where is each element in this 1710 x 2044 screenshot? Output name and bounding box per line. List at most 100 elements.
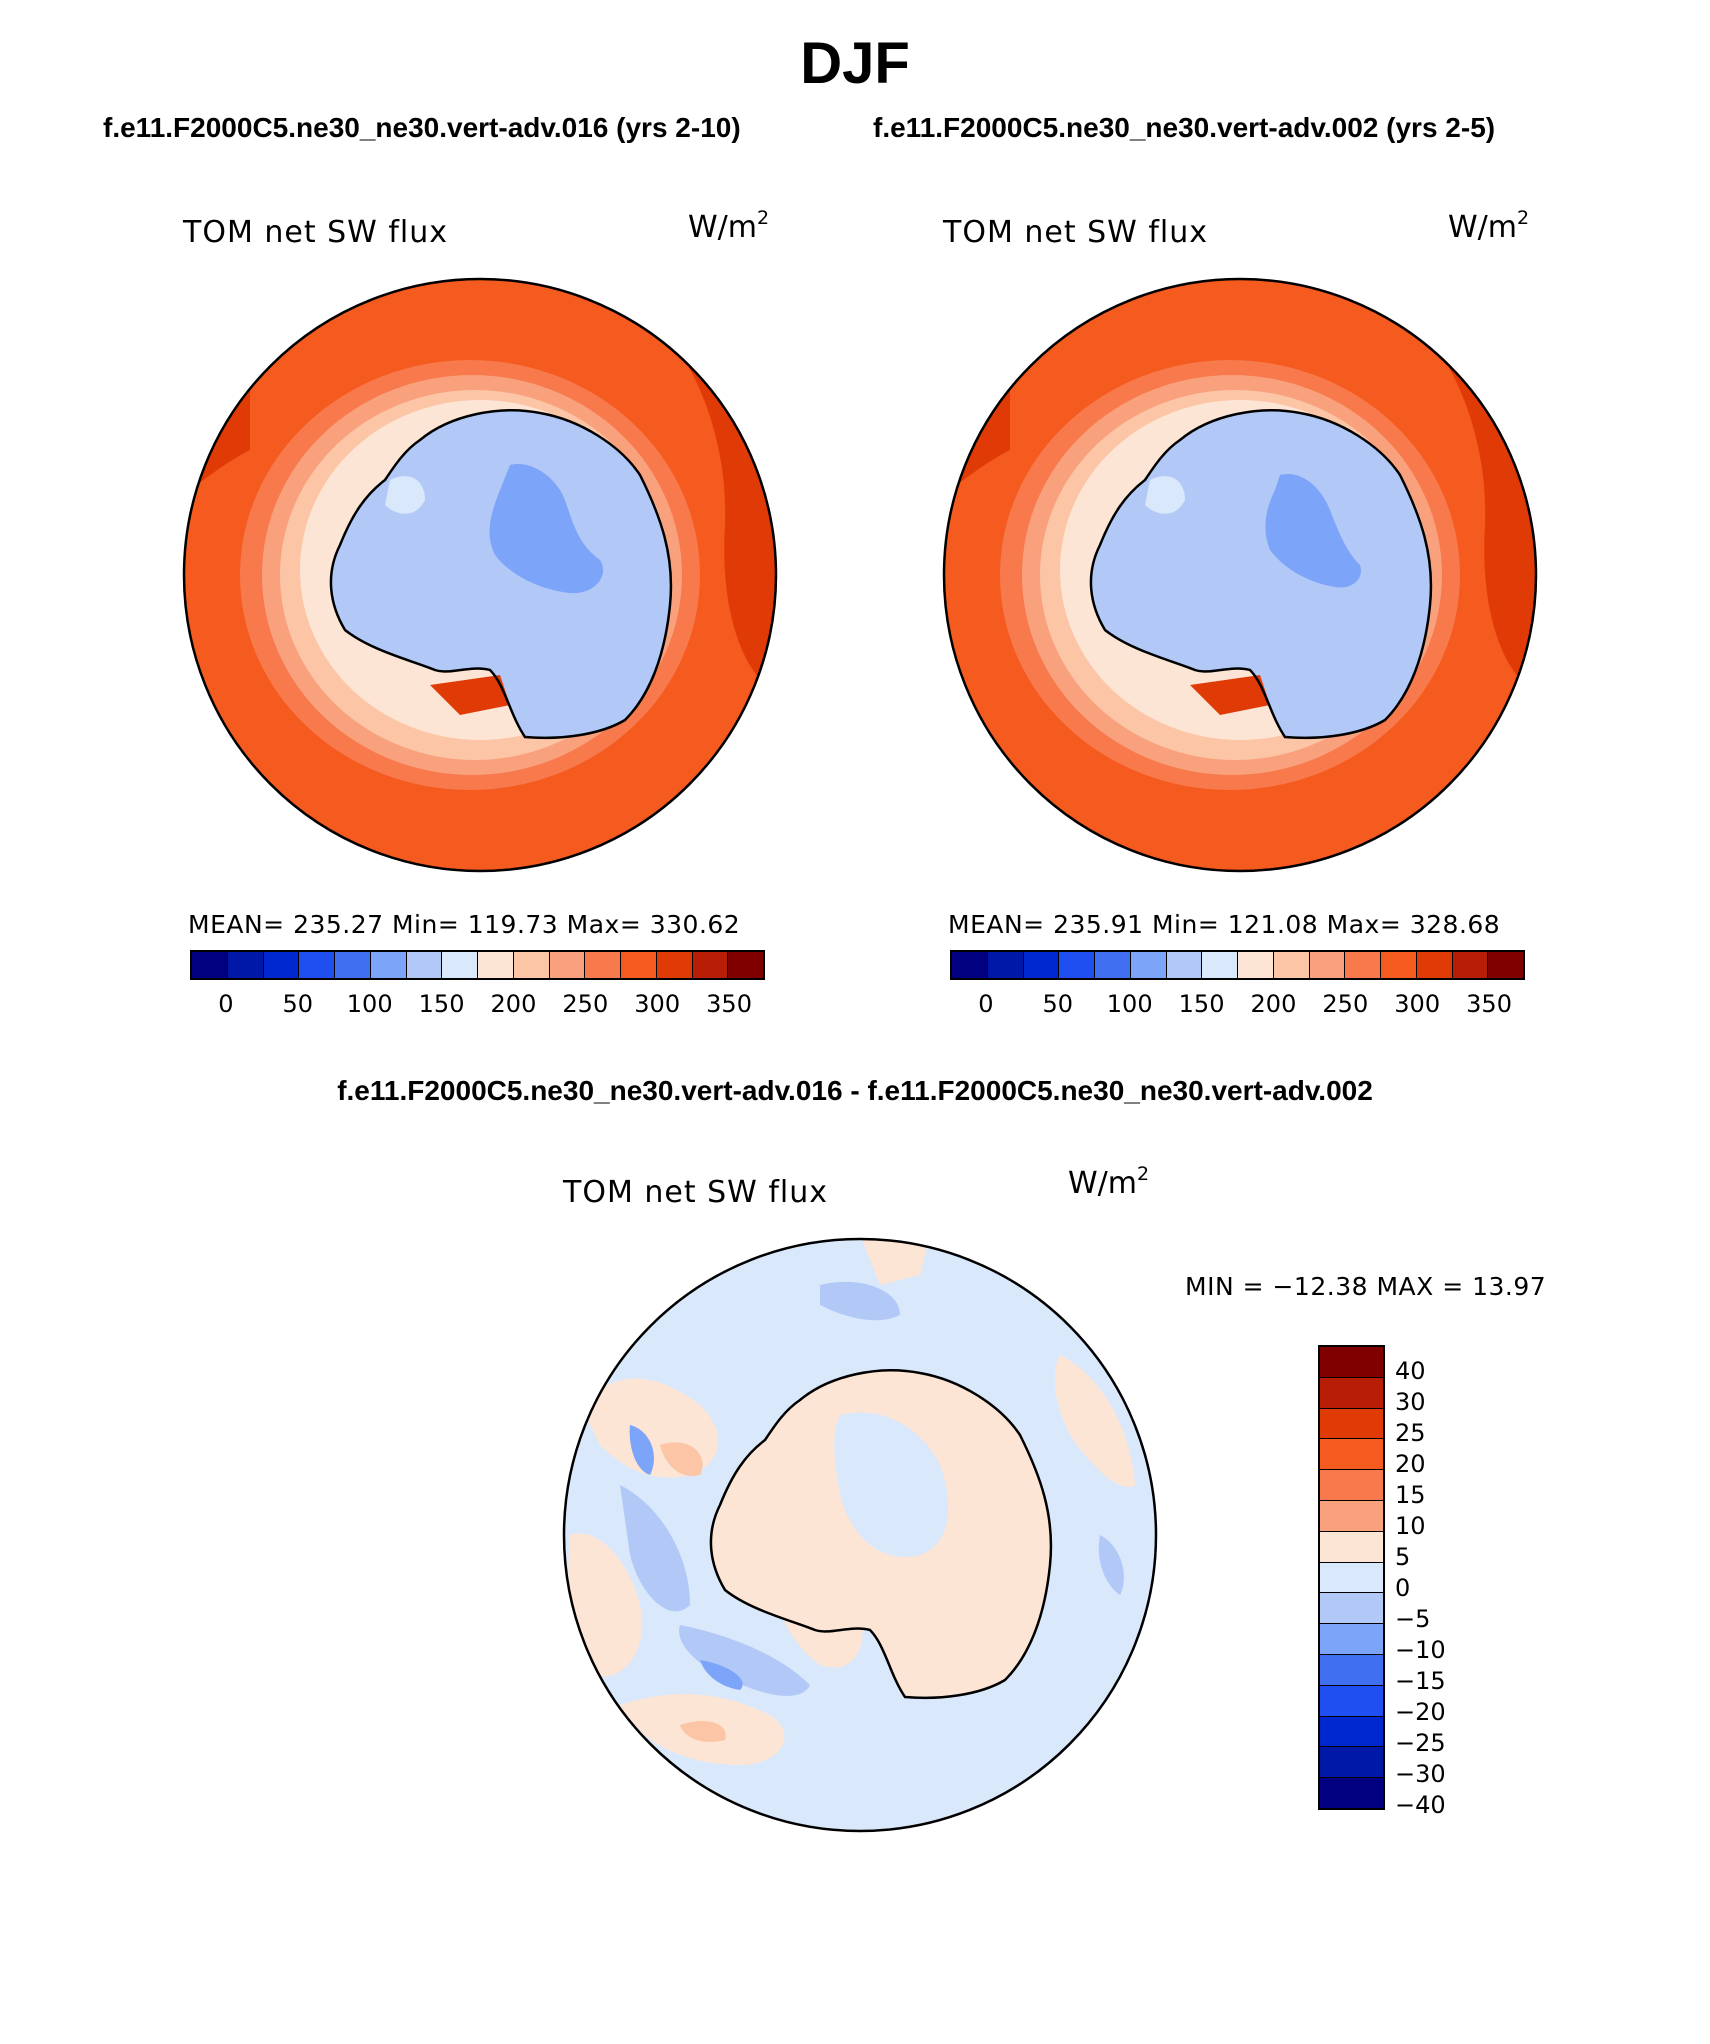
diff-colorbar-swatch <box>1320 1654 1383 1686</box>
right-colorbar-swatch <box>952 952 988 978</box>
right-colorbar-tick-label: 150 <box>1178 990 1225 1018</box>
left-colorbar-tick-label: 50 <box>282 990 314 1018</box>
right-colorbar-tick-label: 200 <box>1250 990 1297 1018</box>
right-colorbar-swatch <box>1202 952 1238 978</box>
right-colorbar-swatch <box>1095 952 1131 978</box>
diff-colorbar-tick-label: 10 <box>1395 1511 1426 1540</box>
diff-colorbar-swatch <box>1320 1562 1383 1594</box>
right-colorbar-tick-label: 250 <box>1322 990 1369 1018</box>
difference-title: f.e11.F2000C5.ne30_ne30.vert-adv.016 - f… <box>337 1075 1373 1106</box>
right-colorbar-swatch <box>1452 952 1489 978</box>
diff-colorbar-swatch <box>1320 1470 1383 1501</box>
right-colorbar-tick-label: 50 <box>1042 990 1074 1018</box>
diff-colorbar-tick-label: −20 <box>1395 1697 1446 1726</box>
right-panel-stats: MEAN= 235.91 Min= 121.08 Max= 328.68 <box>948 910 1501 939</box>
diff-map-field <box>564 1239 1156 1831</box>
left-panel-stats: MEAN= 235.27 Min= 119.73 Max= 330.62 <box>188 910 741 939</box>
diff-map-boundary <box>562 1237 1158 1833</box>
right-colorbar <box>950 950 1525 980</box>
diff-colorbar-swatch <box>1320 1716 1383 1748</box>
right-panel-units: W/m2 <box>1448 207 1530 245</box>
left-colorbar-tick-label: 0 <box>218 990 234 1018</box>
diff-colorbar-tick-label: 20 <box>1395 1449 1426 1478</box>
right-map-field <box>944 279 1536 871</box>
left-map-boundary <box>182 277 778 873</box>
diff-panel-stats: MIN = −12.38 MAX = 13.97 <box>1185 1272 1547 1301</box>
left-colorbar-swatch <box>549 952 586 978</box>
right-colorbar-swatch <box>1166 952 1203 978</box>
left-colorbar-swatch <box>192 952 228 978</box>
left-polar-map <box>182 277 778 873</box>
diff-colorbar-swatch <box>1320 1408 1383 1440</box>
right-colorbar-tick-label: 300 <box>1394 990 1441 1018</box>
diff-panel-units: W/m2 <box>1068 1163 1150 1201</box>
right-colorbar-swatch <box>1059 952 1095 978</box>
diff-colorbar-tick-label: 30 <box>1395 1387 1426 1416</box>
diff-colorbar-tick-label: −25 <box>1395 1728 1446 1757</box>
left-colorbar-swatch <box>656 952 693 978</box>
left-colorbar-swatch <box>406 952 443 978</box>
diff-colorbar-tick-label: 5 <box>1395 1542 1411 1571</box>
left-colorbar-swatch <box>728 952 763 978</box>
right-case-title: f.e11.F2000C5.ne30_ne30.vert-adv.002 (yr… <box>873 112 1496 143</box>
left-panel-units: W/m2 <box>688 207 770 245</box>
diff-colorbar-tick-label: −5 <box>1395 1604 1431 1633</box>
diff-colorbar-swatch <box>1320 1593 1383 1625</box>
left-colorbar-swatch <box>513 952 550 978</box>
left-case-title: f.e11.F2000C5.ne30_ne30.vert-adv.016 (yr… <box>103 112 741 143</box>
right-colorbar-swatch <box>1416 952 1453 978</box>
right-polar-map <box>942 277 1538 873</box>
left-colorbar <box>190 950 765 980</box>
left-colorbar-swatch <box>442 952 478 978</box>
left-panel-variable: TOM net SW flux <box>183 215 449 250</box>
right-panel-variable: TOM net SW flux <box>943 215 1209 250</box>
diff-polar-map <box>562 1237 1158 1833</box>
left-colorbar-swatch <box>621 952 657 978</box>
diff-colorbar <box>1318 1345 1385 1810</box>
diff-panel-variable: TOM net SW flux <box>563 1175 829 1210</box>
diff-colorbar-tick-label: 15 <box>1395 1480 1426 1509</box>
left-colorbar-swatch <box>263 952 300 978</box>
right-colorbar-swatch <box>1273 952 1310 978</box>
diff-colorbar-tick-label: −30 <box>1395 1759 1446 1788</box>
left-colorbar-swatch <box>692 952 729 978</box>
left-colorbar-swatch <box>299 952 335 978</box>
right-colorbar-swatch <box>1238 952 1274 978</box>
diff-colorbar-swatch <box>1320 1778 1383 1808</box>
left-colorbar-ticks: 0 50 100 150 200 250 300 350 <box>190 990 765 1020</box>
right-colorbar-swatch <box>1381 952 1417 978</box>
right-map-boundary <box>942 277 1538 873</box>
right-colorbar-swatch <box>1488 952 1523 978</box>
right-colorbar-swatch <box>1130 952 1167 978</box>
diff-colorbar-swatch <box>1320 1624 1383 1655</box>
right-colorbar-tick-label: 100 <box>1106 990 1153 1018</box>
diff-colorbar-tick-label: −10 <box>1395 1635 1446 1664</box>
figure-title: DJF <box>800 31 910 96</box>
right-colorbar-swatch <box>1345 952 1381 978</box>
diff-colorbar-tick-label: 25 <box>1395 1418 1426 1447</box>
diff-colorbar-swatch <box>1320 1531 1383 1563</box>
left-colorbar-tick-label: 300 <box>634 990 681 1018</box>
diff-coastline <box>709 1369 1053 1700</box>
left-colorbar-tick-label: 200 <box>490 990 537 1018</box>
diff-colorbar-swatch <box>1320 1747 1383 1779</box>
right-colorbar-tick-label: 350 <box>1466 990 1512 1018</box>
right-colorbar-ticks: 0 50 100 150 200 250 300 350 <box>950 990 1525 1020</box>
left-colorbar-swatch <box>370 952 407 978</box>
right-coastline <box>1089 409 1433 740</box>
diff-colorbar-swatch <box>1320 1439 1383 1471</box>
right-colorbar-swatch <box>1023 952 1060 978</box>
left-colorbar-tick-label: 150 <box>418 990 465 1018</box>
left-colorbar-swatch <box>227 952 264 978</box>
diff-colorbar-swatch <box>1320 1377 1383 1409</box>
left-colorbar-swatch <box>585 952 621 978</box>
left-colorbar-swatch <box>478 952 514 978</box>
left-colorbar-tick-label: 350 <box>706 990 752 1018</box>
diff-colorbar-tick-label: −15 <box>1395 1666 1446 1695</box>
diff-colorbar-tick-label: −40 <box>1395 1790 1446 1819</box>
right-colorbar-swatch <box>987 952 1024 978</box>
diff-colorbar-ticks: 40 30 25 20 15 10 5 0 −5 −10 −15 −20 −25 −30 −40 <box>1395 1345 1515 1819</box>
diff-colorbar-swatch <box>1320 1685 1383 1717</box>
diff-colorbar-tick-label: 40 <box>1395 1356 1426 1385</box>
left-colorbar-tick-label: 250 <box>562 990 609 1018</box>
